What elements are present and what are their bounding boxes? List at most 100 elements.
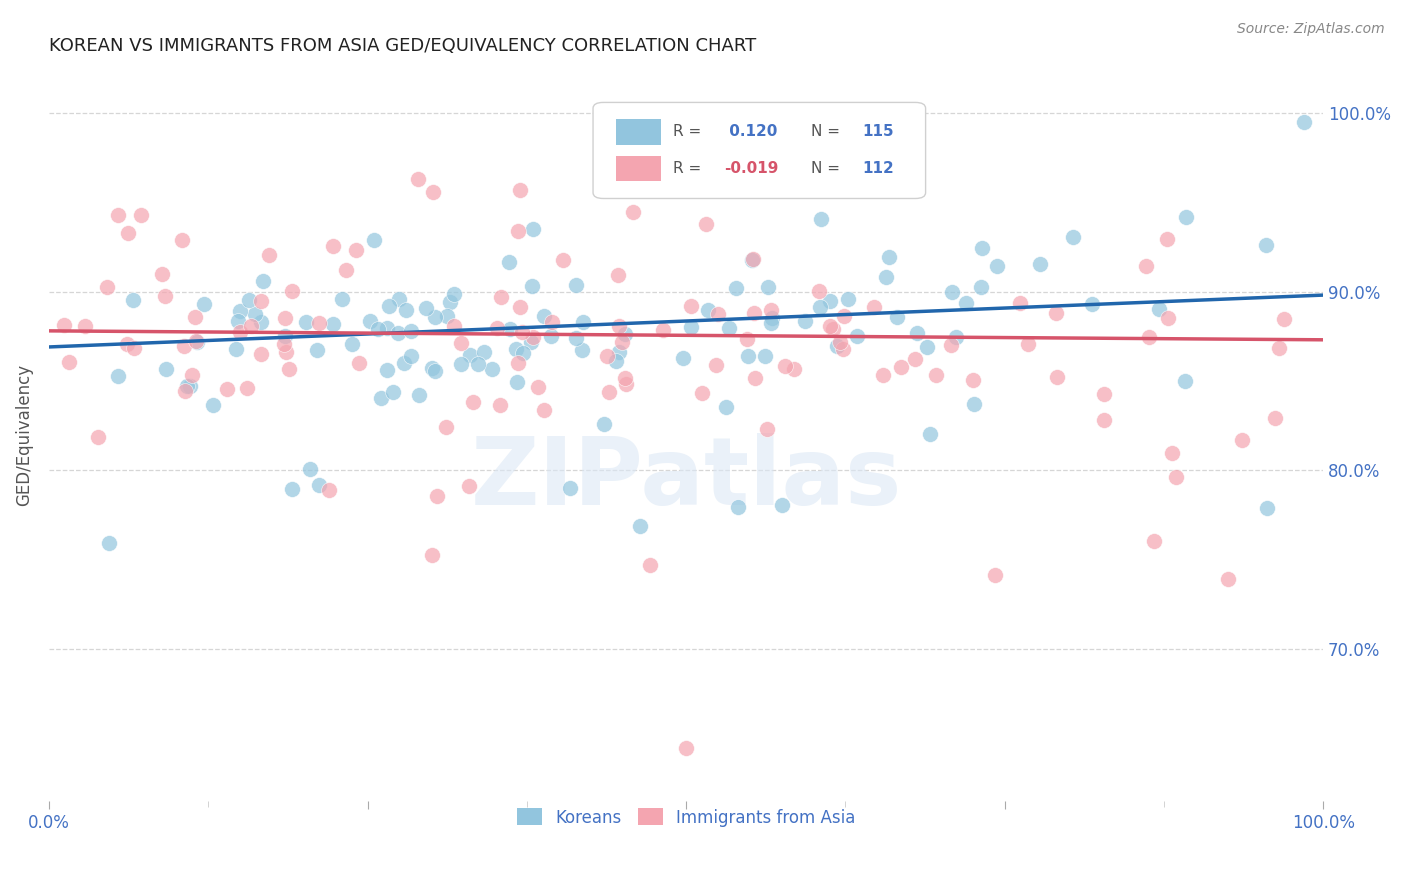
Point [522, 222, 544, 236]
Point [322, 239, 344, 253]
Point [273, 337, 295, 351]
Point [955, 296, 977, 310]
Point [984, 567, 1007, 582]
Point [294, 315, 316, 329]
Text: N =: N = [811, 161, 845, 176]
Point [1135, 260, 1157, 274]
Point [96, 280, 118, 294]
Point [565, 278, 588, 293]
Point [1017, 336, 1039, 351]
Point [886, 310, 908, 325]
Point [439, 295, 461, 310]
Point [367, 322, 389, 336]
Point [450, 358, 472, 372]
Point [229, 325, 252, 339]
Point [827, 339, 849, 353]
Point [458, 348, 481, 362]
Point [672, 351, 695, 365]
Point [399, 349, 422, 363]
Point [335, 262, 357, 277]
Point [73, 318, 96, 333]
Point [759, 303, 782, 318]
Point [572, 315, 595, 329]
Point [401, 324, 423, 338]
Point [558, 481, 581, 495]
Point [1175, 210, 1198, 224]
Point [236, 381, 259, 395]
Point [695, 217, 717, 231]
Point [252, 274, 274, 288]
Point [461, 395, 484, 409]
Point [522, 279, 544, 293]
Point [609, 318, 631, 333]
Point [1232, 433, 1254, 447]
Point [986, 259, 1008, 273]
Point [823, 322, 845, 336]
Point [277, 362, 299, 376]
Point [107, 369, 129, 384]
Point [972, 242, 994, 256]
Point [696, 303, 718, 318]
Point [274, 311, 297, 326]
Point [775, 359, 797, 373]
Text: R =: R = [673, 124, 706, 139]
Point [387, 326, 409, 341]
Point [614, 371, 637, 385]
Point [359, 314, 381, 328]
Point [651, 323, 673, 337]
Point [408, 388, 430, 402]
Point [837, 292, 859, 306]
FancyBboxPatch shape [593, 103, 925, 199]
Point [714, 401, 737, 415]
Point [183, 310, 205, 324]
Point [122, 293, 145, 307]
Point [250, 294, 273, 309]
Point [308, 316, 330, 330]
Point [467, 357, 489, 371]
Point [238, 293, 260, 308]
Point [498, 255, 520, 269]
Point [381, 384, 404, 399]
Point [1268, 341, 1291, 355]
Point [717, 321, 740, 335]
Point [225, 342, 247, 356]
Point [941, 285, 963, 300]
Point [741, 252, 763, 267]
Point [415, 301, 437, 316]
Text: 0.120: 0.120 [724, 124, 778, 139]
Point [1216, 572, 1239, 586]
Point [907, 326, 929, 340]
Point [122, 341, 145, 355]
Point [904, 352, 927, 367]
Point [347, 356, 370, 370]
Point [176, 379, 198, 393]
Point [945, 330, 967, 344]
Point [443, 318, 465, 333]
Point [370, 391, 392, 405]
Point [1254, 237, 1277, 252]
Point [541, 315, 564, 329]
Point [458, 479, 481, 493]
Point [52, 318, 75, 332]
Text: N =: N = [811, 124, 845, 139]
Point [519, 334, 541, 349]
Point [605, 353, 627, 368]
Point [375, 363, 398, 377]
Point [962, 374, 984, 388]
Point [828, 335, 851, 350]
Point [1142, 534, 1164, 549]
Point [810, 212, 832, 227]
Point [540, 329, 562, 343]
Point [155, 361, 177, 376]
Point [737, 349, 759, 363]
Point [181, 368, 204, 382]
Point [1157, 310, 1180, 325]
Point [508, 356, 530, 370]
Point [890, 360, 912, 375]
Point [509, 183, 531, 197]
Point [98, 536, 121, 550]
Point [395, 303, 418, 318]
Point [179, 379, 201, 393]
Point [862, 300, 884, 314]
Point [675, 740, 697, 755]
